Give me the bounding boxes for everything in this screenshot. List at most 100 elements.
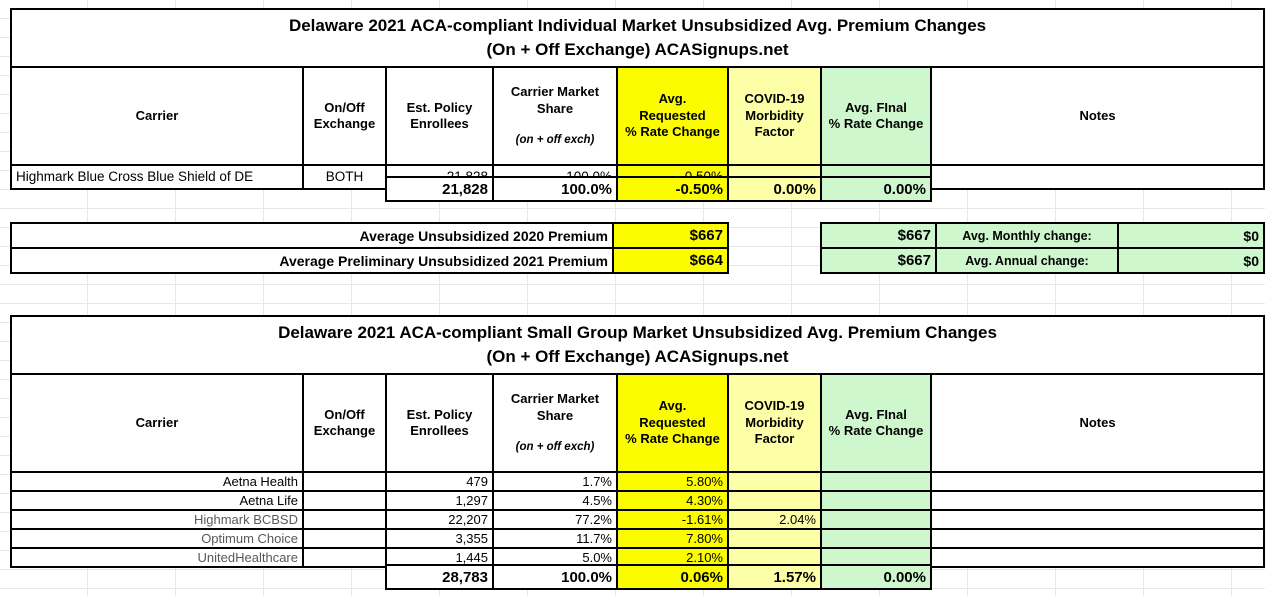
table-row: Optimum Choice 3,355 11.7% 7.80% [10,527,1265,549]
header-covid-factor: COVID-19 Morbidity Factor [727,373,822,473]
header-covid-factor: COVID-19 Morbidity Factor [727,66,822,166]
table-header-row: Carrier On/Off Exchange Est. Policy Enro… [10,373,1265,473]
cell-enrollees: 1,297 [385,489,494,511]
cell-notes [929,546,1265,568]
total-covid: 1.57% [727,564,822,590]
cell-enrollees: 3,355 [385,527,494,549]
individual-market-totals: 21,828 100.0% -0.50% 0.00% 0.00% [385,176,932,202]
table-title-row: Delaware 2021 ACA-compliant Individual M… [9,8,1265,68]
premium-row-2020: Average Unsubsidized 2020 Premium $667 $… [10,222,1265,249]
header-market-share-main: Carrier Market Share [510,84,600,116]
individual-market-table: Delaware 2021 ACA-compliant Individual M… [9,8,1265,190]
cell-final [820,527,932,549]
monthly-change-label: Avg. Monthly change: [935,222,1119,249]
header-notes: Notes [929,373,1265,473]
cell-requested: 2.10% [616,546,729,568]
header-market-share: Carrier Market Share (on + off exch) [492,66,618,166]
cell-requested: -1.61% [616,508,729,530]
header-requested-change: Avg. Requested % Rate Change [616,373,729,473]
cell-final [820,489,932,511]
cell-requested: 7.80% [616,527,729,549]
premium-2020-value: $667 [612,222,729,249]
cell-covid [727,470,822,492]
header-final-change: Avg. FInal % Rate Change [820,66,932,166]
cell-requested: 5.80% [616,470,729,492]
premium-2020-final: $667 [820,222,937,249]
header-carrier: Carrier [10,66,304,166]
annual-change-value: $0 [1117,247,1265,274]
cell-exchange [302,527,387,549]
total-enrollees: 28,783 [385,564,494,590]
header-exchange: On/Off Exchange [302,373,387,473]
cell-share: 4.5% [492,489,618,511]
spacer-cell [728,248,821,273]
premium-2021-label: Average Preliminary Unsubsidized 2021 Pr… [10,247,614,274]
cell-notes [929,470,1265,492]
cell-carrier: Highmark BCBSD [10,508,304,530]
table-title: Delaware 2021 ACA-compliant Individual M… [9,8,1265,68]
cell-covid: 2.04% [727,508,822,530]
cell-notes [929,489,1265,511]
monthly-change-value: $0 [1117,222,1265,249]
table-row: Highmark BCBSD 22,207 77.2% -1.61% 2.04% [10,508,1265,530]
table-title: Delaware 2021 ACA-compliant Small Group … [9,315,1265,375]
cell-carrier: Highmark Blue Cross Blue Shield of DE [10,163,304,190]
cell-final [820,470,932,492]
total-covid: 0.00% [727,176,822,202]
title-line-2: (On + Off Exchange) ACASignups.net [486,347,789,366]
header-enrollees: Est. Policy Enrollees [385,373,494,473]
title-line-2: (On + Off Exchange) ACASignups.net [486,40,789,59]
total-share: 100.0% [492,564,618,590]
cell-carrier: UnitedHealthcare [10,546,304,568]
header-enrollees: Est. Policy Enrollees [385,66,494,166]
cell-covid [727,489,822,511]
totals-row: 21,828 100.0% -0.50% 0.00% 0.00% [385,176,932,202]
total-final: 0.00% [820,176,932,202]
cell-share: 77.2% [492,508,618,530]
cell-final [820,508,932,530]
cell-exchange [302,470,387,492]
total-share: 100.0% [492,176,618,202]
premium-row-2021: Average Preliminary Unsubsidized 2021 Pr… [10,247,1265,274]
title-line-1: Delaware 2021 ACA-compliant Individual M… [288,16,987,35]
header-requested-change: Avg. Requested % Rate Change [616,66,729,166]
cell-requested: 4.30% [616,489,729,511]
spacer-cell [728,223,821,248]
cell-carrier: Aetna Life [10,489,304,511]
table-row: UnitedHealthcare 1,445 5.0% 2.10% [10,546,1265,568]
table-title-row: Delaware 2021 ACA-compliant Small Group … [9,315,1265,375]
small-group-market-table: Delaware 2021 ACA-compliant Small Group … [9,315,1265,568]
table-row: Aetna Health 479 1.7% 5.80% [10,470,1265,492]
premium-2021-final: $667 [820,247,937,274]
cell-exchange: BOTH [302,163,387,190]
premium-summary: Average Unsubsidized 2020 Premium $667 $… [10,222,1265,274]
totals-row: 28,783 100.0% 0.06% 1.57% 0.00% [385,564,932,590]
cell-exchange [302,489,387,511]
total-requested: -0.50% [616,176,729,202]
cell-notes [929,508,1265,530]
cell-notes [929,527,1265,549]
cell-share: 1.7% [492,470,618,492]
small-group-market-totals: 28,783 100.0% 0.06% 1.57% 0.00% [385,564,932,590]
cell-exchange [302,546,387,568]
total-enrollees: 21,828 [385,176,494,202]
cell-enrollees: 479 [385,470,494,492]
header-exchange: On/Off Exchange [302,66,387,166]
title-line-1: Delaware 2021 ACA-compliant Small Group … [278,323,997,342]
table-row: Aetna Life 1,297 4.5% 4.30% [10,489,1265,511]
header-market-share-sub: (on + off exch) [515,441,595,453]
cell-notes [929,163,1265,190]
premium-2021-value: $664 [612,247,729,274]
cell-enrollees: 22,207 [385,508,494,530]
header-market-share-main: Carrier Market Share [510,391,600,423]
annual-change-label: Avg. Annual change: [935,247,1119,274]
cell-covid [727,527,822,549]
premium-2020-label: Average Unsubsidized 2020 Premium [10,222,614,249]
header-notes: Notes [929,66,1265,166]
header-market-share: Carrier Market Share (on + off exch) [492,373,618,473]
cell-carrier: Aetna Health [10,470,304,492]
table-header-row: Carrier On/Off Exchange Est. Policy Enro… [10,66,1265,166]
header-final-change: Avg. FInal % Rate Change [820,373,932,473]
total-requested: 0.06% [616,564,729,590]
